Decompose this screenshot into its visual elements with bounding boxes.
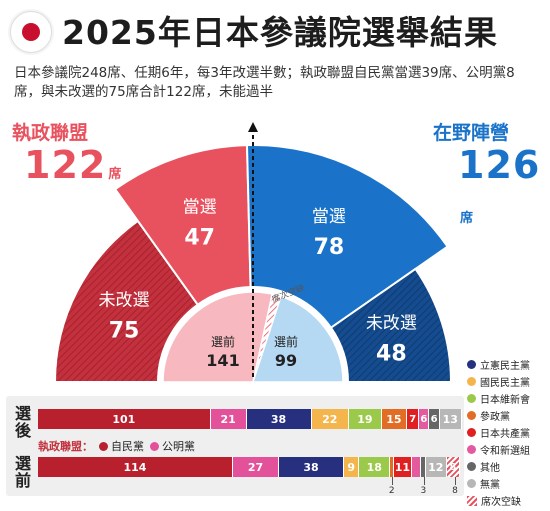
legend-item: 國民民主黨 [467, 373, 549, 390]
legend-swatch-icon [467, 428, 476, 437]
legend-swatch-icon [467, 394, 476, 403]
coalition-legend: 執政聯盟： 自民黨 公明黨 [38, 438, 195, 454]
ldp-dot-icon [99, 441, 108, 451]
legend-label: 國民民主黨 [480, 378, 530, 389]
bar-segment: 101 [38, 409, 211, 429]
bar-segment: 114 [38, 457, 233, 477]
before-election-bar: 114 27 38 9 18 11 12 8 [38, 457, 461, 477]
legend-swatch-icon [467, 495, 477, 506]
bar-segment [390, 457, 394, 477]
coalition-legend-label: 執政聯盟： [38, 440, 93, 453]
bar-segment: 11 [393, 457, 413, 477]
bar-segment: 15 [381, 409, 408, 429]
legend-label: 參政黨 [480, 412, 510, 423]
bar-segment [420, 457, 427, 477]
legend-item: 參政黨 [467, 407, 549, 424]
outer-slice-0 [53, 219, 200, 383]
outer-slice-value-3: 48 [376, 342, 407, 367]
legend-label: 其他 [480, 463, 500, 474]
bar-segment: 38 [246, 409, 312, 429]
bar-segment: 12 [426, 457, 447, 477]
outer-slice-label-0: 未改選 [99, 291, 150, 311]
inner-slice-0 [162, 291, 274, 383]
legend-label: 無黨 [480, 480, 500, 491]
ruling-coalition-count: 122 席 [24, 143, 123, 187]
outer-slice-value-0: 75 [109, 319, 140, 344]
row-label-before: 選 前 [14, 454, 31, 490]
legend-swatch-icon [467, 462, 476, 471]
row-label-after: 選 後 [14, 404, 31, 440]
japan-flag-icon [10, 11, 52, 53]
outer-slice-3 [329, 267, 453, 383]
callout-value: 2 [388, 486, 395, 496]
opposition-count: 126席 [458, 143, 541, 226]
legend-item: 立憲民主黨 [467, 356, 549, 373]
bar-segment: 9 [344, 457, 360, 477]
coalition-legend-ldp: 自民黨 [111, 440, 144, 453]
legend-item: 日本維新會 [467, 390, 549, 407]
legend-swatch-icon [467, 360, 476, 369]
outer-slice-value-1: 47 [184, 226, 215, 251]
inner-slice-value-0: 141 [206, 351, 239, 370]
bar-segment: 38 [279, 457, 344, 477]
outer-slice-label-3: 未改選 [366, 314, 417, 334]
outer-slice-label-2: 當選 [312, 207, 346, 227]
legend-item: 無黨 [467, 475, 549, 492]
callout-line [391, 477, 393, 485]
outer-slice-label-1: 當選 [183, 198, 217, 218]
legend-label: 日本維新會 [480, 395, 530, 406]
page-subtitle: 日本參議院248席、任期6年，每3年改選半數；執政聯盟自民黨當選39席、公明黨8… [14, 65, 515, 100]
inner-slice-label-2: 選前 [274, 334, 298, 349]
legend-item: 其他 [467, 458, 549, 475]
party-legend: 立憲民主黨國民民主黨日本維新會參政黨日本共產黨令和新選組其他無黨席次空缺 [467, 356, 549, 509]
bar-segment: 8 [446, 457, 461, 477]
page-title: 2025年日本參議院選舉結果 [62, 13, 498, 52]
callout-value: 3 [420, 486, 427, 496]
legend-label: 令和新選組 [480, 446, 530, 457]
after-election-bar: 101 21 38 22 19 15 7 6 6 13 [38, 409, 462, 429]
callout-line [423, 477, 425, 485]
bar-segment: 19 [349, 409, 382, 429]
legend-swatch-icon [467, 377, 476, 386]
callout-value: 8 [452, 486, 458, 496]
legend-label: 席次空缺 [481, 497, 521, 508]
header: 2025年日本參議院選舉結果 [0, 0, 550, 60]
bar-segment: 6 [429, 409, 440, 429]
bar-segment: 6 [419, 409, 430, 429]
bar-segment: 13 [439, 409, 462, 429]
coalition-legend-komeito: 公明黨 [162, 440, 195, 453]
bar-segment [412, 457, 421, 477]
majority-arrow-icon [248, 122, 258, 132]
komeito-dot-icon [150, 441, 159, 451]
bar-segment: 7 [407, 409, 420, 429]
inner-slice-value-2: 99 [275, 351, 297, 370]
bar-segment: 22 [311, 409, 350, 429]
inner-slice-label-0: 選前 [211, 334, 235, 349]
legend-label: 立憲民主黨 [480, 361, 530, 372]
ruling-coalition-label: 執政聯盟 [12, 122, 89, 144]
outer-slice-value-2: 78 [314, 235, 345, 260]
legend-item: 日本共產黨 [467, 424, 549, 441]
bar-segment: 21 [210, 409, 247, 429]
inner-slice-2 [251, 295, 344, 383]
legend-item: 令和新選組 [467, 441, 549, 458]
callout-line [455, 477, 457, 485]
legend-swatch-icon [467, 445, 476, 454]
bar-segment: 18 [359, 457, 391, 477]
legend-swatch-icon [467, 411, 476, 420]
opposition-label: 在野陣營 [433, 122, 510, 144]
legend-swatch-icon [467, 479, 476, 488]
outer-slice-2 [245, 144, 449, 330]
legend-label: 日本共產黨 [480, 429, 530, 440]
bar-segment: 27 [232, 457, 280, 477]
legend-item: 席次空缺 [467, 492, 549, 509]
